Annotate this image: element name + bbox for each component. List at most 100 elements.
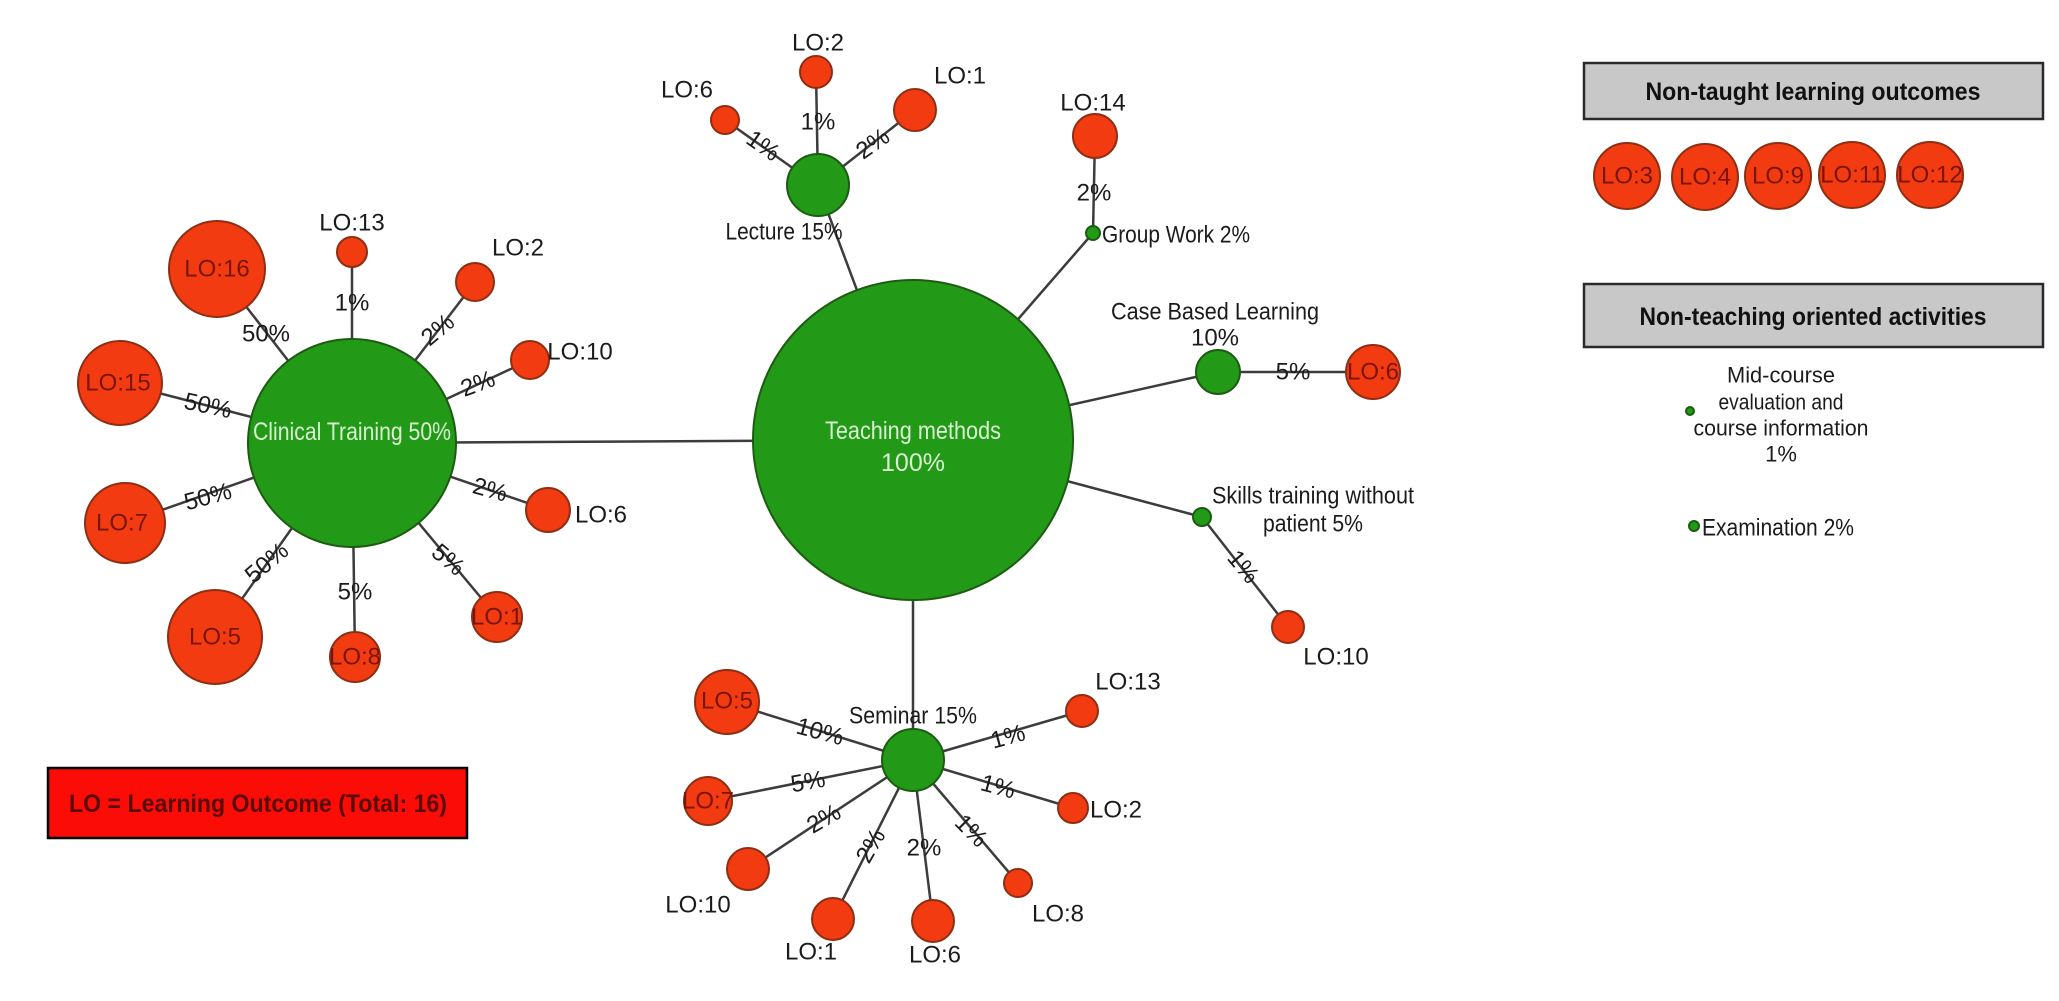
edge-seminar-lo10 [747, 758, 914, 871]
seminar-lo7-pct: 5% [789, 766, 828, 799]
casebased-lo6-label: LO:6 [1347, 359, 1399, 386]
teaching-methods-pct: 100% [881, 449, 945, 477]
node-clinical-lo6 [525, 487, 571, 533]
outcome-nodes [77, 55, 1401, 943]
node-seminar-lo2 [1057, 792, 1089, 824]
node-seminar-lo13 [1065, 694, 1099, 728]
node-clinical-lo8 [329, 631, 381, 683]
lecture-lo2-label: LO:2 [792, 30, 844, 57]
legend-text: LO = Learning Outcome (Total: 16) [69, 790, 447, 818]
node-seminar [881, 728, 945, 792]
skills-lo10-label: LO:10 [1303, 644, 1368, 671]
node-groupwork-lo14 [1072, 113, 1118, 159]
midcourse-line1: Mid-course [1727, 363, 1835, 388]
node-nontaught-lo12 [1896, 141, 1964, 209]
non-taught-header-box [1582, 61, 2045, 121]
examination-label: Examination 2% [1702, 515, 1854, 542]
midcourse-line3: course information [1694, 416, 1869, 441]
clinical-lo1-label: LO:1 [471, 604, 523, 631]
midcourse-line4: 1% [1765, 442, 1797, 467]
lecture-lo1-label: LO:1 [934, 63, 986, 90]
node-nontaught-lo9 [1744, 142, 1812, 210]
node-seminar-lo6 [911, 899, 955, 943]
clinical-lo8-pct: 5% [338, 579, 373, 606]
clinical-lo16-label: LO:16 [184, 256, 249, 283]
clinical-training-label: Clinical Training 50% [253, 418, 451, 446]
node-lecture-lo1 [893, 88, 937, 132]
clinical-lo10-label: LO:10 [547, 339, 612, 366]
nontaught-lo9-label: LO:9 [1752, 163, 1804, 190]
seminar-lo10-pct: 2% [802, 799, 846, 840]
edge-seminar-lo7 [707, 758, 914, 803]
non-teaching-header-title: Non-teaching oriented activities [1640, 303, 1987, 331]
lecture-lo2-pct: 1% [801, 109, 836, 136]
skills-label-line1: Skills training without [1212, 483, 1414, 510]
seminar-lo2-pct: 1% [978, 769, 1018, 804]
clinical-lo7-label: LO:7 [96, 510, 148, 537]
seminar-lo8-label: LO:8 [1032, 901, 1084, 928]
method-nodes [247, 153, 1241, 792]
case-based-label-line1: Case Based Learning [1111, 299, 1319, 326]
legend-box [46, 766, 469, 840]
seminar-lo2-label: LO:2 [1090, 797, 1142, 824]
lecture-lo6-pct: 1% [741, 125, 785, 167]
clinical-lo15-pct: 50% [182, 388, 235, 424]
seminar-lo7-label: LO:7 [682, 788, 734, 815]
node-lecture [786, 153, 850, 217]
node-seminar-lo5 [694, 669, 760, 735]
node-seminar-lo1 [811, 897, 855, 941]
seminar-lo13-label: LO:13 [1095, 669, 1160, 696]
node-clinical-lo1 [471, 591, 523, 643]
clinical-lo10-pct: 2% [457, 365, 499, 402]
clinical-lo13-pct: 1% [335, 290, 370, 317]
groupwork-lo14-label: LO:14 [1060, 90, 1125, 117]
seminar-lo5-pct: 10% [793, 713, 846, 752]
node-teaching-methods [752, 279, 1074, 601]
clinical-lo15-label: LO:15 [85, 370, 150, 397]
non-taught-header-title: Non-taught learning outcomes [1646, 78, 1981, 106]
legend: LO = Learning Outcome (Total: 16) [46, 766, 469, 840]
node-clinical-lo15 [77, 340, 163, 426]
case-based-label-line2: 10% [1191, 325, 1239, 352]
midcourse-dot [1685, 406, 1695, 416]
midcourse-line2: evaluation and [1719, 390, 1844, 415]
seminar-lo6-label: LO:6 [909, 942, 961, 969]
clinical-lo16-pct: 50% [242, 321, 290, 348]
lecture-lo6-label: LO:6 [661, 77, 713, 104]
groupwork-lo14-pct: 2% [1077, 180, 1112, 207]
clinical-lo6-label: LO:6 [575, 502, 627, 529]
nontaught-lo12-label: LO:12 [1897, 162, 1962, 189]
node-nontaught-lo4 [1671, 143, 1739, 211]
seminar-lo1-label: LO:1 [785, 939, 837, 966]
seminar-lo5-label: LO:5 [701, 688, 753, 715]
node-nontaught-lo11 [1818, 141, 1886, 209]
node-nontaught-lo3 [1593, 142, 1661, 210]
node-clinical-lo10 [510, 340, 550, 380]
clinical-lo8-label: LO:8 [329, 644, 381, 671]
clinical-lo7-pct: 50% [181, 478, 234, 517]
clinical-lo2-label: LO:2 [492, 235, 544, 262]
node-clinical-lo5 [167, 589, 263, 685]
casebased-lo6-pct: 5% [1276, 359, 1311, 386]
seminar-lo6-pct: 2% [907, 835, 942, 862]
non-teaching-header-box [1582, 282, 2045, 349]
skills-label-line2: patient 5% [1263, 511, 1363, 538]
node-clinical-lo16 [168, 220, 266, 318]
group-work-label: Group Work 2% [1102, 222, 1250, 249]
edge-skills-lo10 [1201, 516, 1289, 628]
node-clinical-lo7 [84, 482, 166, 564]
seminar-lo1-pct: 2% [851, 824, 892, 868]
seminar-lo10-label: LO:10 [665, 892, 730, 919]
node-skills-lo10 [1271, 610, 1305, 644]
seminar-lo13-pct: 1% [988, 719, 1028, 754]
clinical-lo13-label: LO:13 [319, 210, 384, 237]
node-skills-training [1192, 507, 1212, 527]
nontaught-lo4-label: LO:4 [1679, 164, 1731, 191]
seminar-label: Seminar 15% [849, 703, 977, 730]
lecture-label: Lecture 15% [726, 219, 843, 246]
node-clinical-training [247, 338, 457, 548]
panel-non-teaching: Non-teaching oriented activities Mid-cou… [1582, 282, 2045, 542]
nontaught-lo3-label: LO:3 [1601, 163, 1653, 190]
